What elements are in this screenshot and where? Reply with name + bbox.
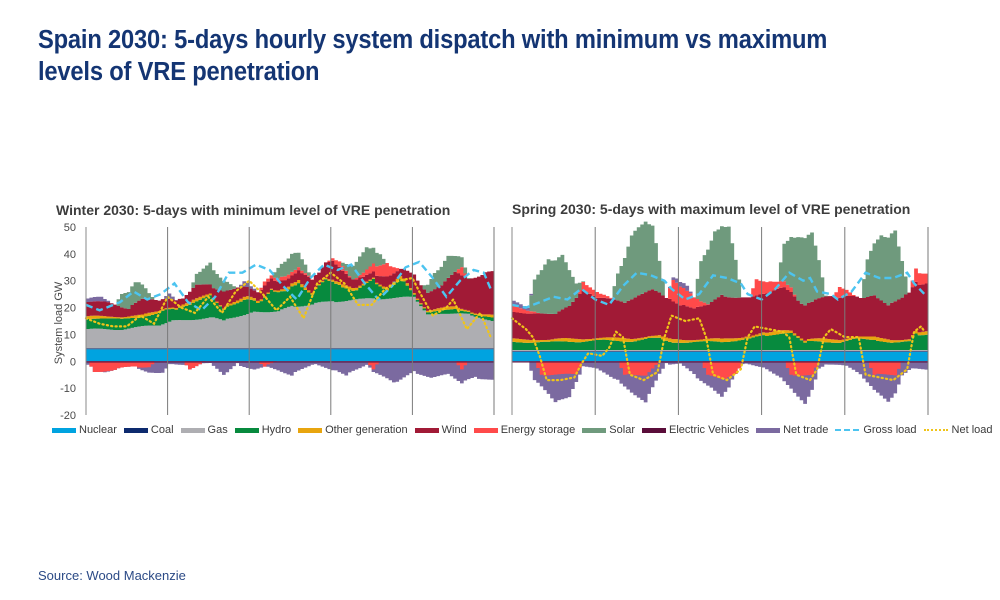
legend-item-other: Other generation [298, 424, 408, 436]
legend-label: Nuclear [79, 424, 117, 436]
legend-label: Solar [609, 424, 635, 436]
y-tick-label: 50 [64, 222, 76, 234]
legend-swatch [582, 427, 607, 433]
y-axis-label: System load GW [53, 281, 65, 364]
y-tick-label: 0 [70, 356, 76, 368]
legend-label: Wind [441, 424, 467, 436]
area-gas [512, 350, 929, 352]
page-title: Spain 2030: 5-days hourly system dispatc… [38, 26, 828, 86]
area-coal [512, 351, 929, 352]
gross-load-line [85, 260, 492, 312]
net-load-line [84, 271, 492, 339]
load-lines [510, 271, 926, 382]
area-storage [259, 258, 471, 290]
legend-label: Gas [207, 424, 228, 436]
legend-swatch [923, 429, 948, 431]
legend-label: Electric Vehicles [668, 424, 750, 436]
legend-swatch [298, 427, 323, 433]
legend-item-hydro: Hydro [234, 424, 292, 436]
area-coal [86, 348, 495, 350]
y-tick-label: 20 [64, 303, 76, 315]
y-tick-label: 10 [64, 329, 76, 341]
stacked-areas [86, 247, 495, 384]
area-ev [512, 361, 928, 363]
legend-item-gas: Gas [180, 424, 228, 436]
area-solar [529, 221, 908, 315]
legend-swatch [473, 427, 498, 433]
legend-swatch [52, 427, 76, 433]
legend-item-net: Net load [923, 424, 993, 436]
legend-item-wind: Wind [414, 424, 467, 436]
legend-label: Net trade [783, 424, 829, 436]
area-nuclear [512, 351, 929, 362]
legend-label: Hydro [261, 424, 292, 436]
spring-chart-panel: Spring 2030: 5-days with maximum level o… [510, 201, 929, 415]
spring-chart-title: Spring 2030: 5-days with maximum level o… [512, 201, 910, 217]
legend-item-solar: Solar [582, 424, 635, 436]
area-hydro [512, 333, 929, 351]
legend-item-trade: Net trade [756, 424, 828, 436]
area-storage-neg [89, 361, 468, 373]
legend-item-ev: Electric Vehicles [641, 424, 750, 436]
legend-swatch [756, 427, 781, 433]
legend-swatch [234, 427, 259, 433]
day-dividers [511, 227, 929, 415]
area-hydro [86, 278, 495, 331]
legend-label: Energy storage [500, 424, 576, 436]
area-storage-neg [536, 361, 905, 380]
gross-load-line [511, 271, 926, 309]
legend-item-nuclear: Nuclear [52, 424, 117, 436]
legend-label: Other generation [325, 424, 408, 436]
legend-swatch [123, 427, 148, 433]
y-tick-label: -10 [60, 383, 76, 395]
y-tick-label: 30 [64, 276, 76, 288]
area-solar [116, 247, 471, 309]
legend-label: Net load [951, 424, 993, 436]
legend-swatch [835, 429, 860, 431]
area-nuclear [86, 349, 495, 362]
legend-swatch [641, 427, 666, 433]
net-load-line [510, 314, 926, 382]
source-note: Source: Wood Mackenzie [38, 568, 186, 583]
winter-chart-panel: Winter 2030: 5-days with minimum level o… [53, 202, 495, 422]
area-gas [86, 296, 495, 349]
legend-label: Gross load [863, 424, 917, 436]
load-lines [84, 260, 492, 339]
y-tick-label: 40 [64, 249, 76, 261]
legend-item-coal: Coal [123, 424, 174, 436]
legend-swatch [180, 427, 205, 433]
chart-legend: Nuclear Coal Gas Hydro Other generation Wind E… [52, 422, 1000, 438]
legend-item-storage: Energy storage [473, 424, 576, 436]
area-other [512, 330, 929, 343]
winter-chart-title: Winter 2030: 5-days with minimum level o… [56, 202, 450, 218]
y-axis-ticks: 50 40 30 20 10 0 -10 -20 [60, 222, 76, 422]
legend-swatch [414, 427, 439, 433]
y-tick-label: -20 [60, 410, 76, 422]
day-dividers [85, 227, 495, 415]
legend-item-gross: Gross load [835, 424, 917, 436]
area-ev [86, 361, 494, 363]
legend-label: Coal [150, 424, 174, 436]
